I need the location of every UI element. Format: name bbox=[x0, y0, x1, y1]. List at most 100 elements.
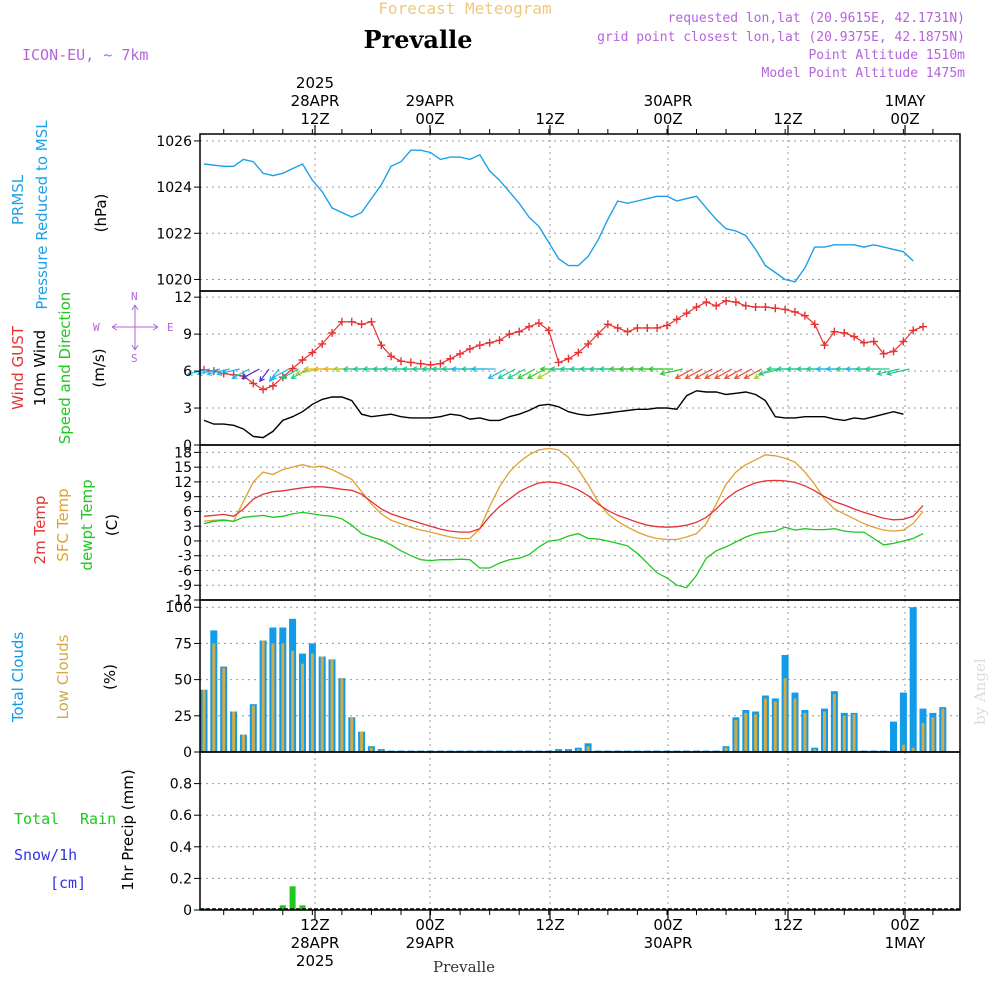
wind-arrow bbox=[259, 368, 270, 383]
wind-dir-label: Speed and Direction bbox=[56, 292, 74, 445]
pressure-line bbox=[203, 149, 914, 283]
y-tick-label: 0.6 bbox=[170, 808, 192, 824]
y-tick-label: 50 bbox=[174, 673, 192, 689]
time-label-top: 12Z bbox=[300, 110, 329, 128]
gust-marker bbox=[594, 330, 602, 339]
low-cloud-bar bbox=[744, 712, 748, 752]
footer-location: Prevalle bbox=[433, 958, 495, 976]
y-tick-label: -3 bbox=[178, 549, 192, 565]
low-cloud-bar bbox=[773, 701, 777, 752]
low-cloud-bar bbox=[842, 715, 846, 752]
low-cloud-bar bbox=[281, 643, 285, 752]
y-tick-label: 0 bbox=[183, 745, 192, 761]
gust-marker bbox=[850, 332, 859, 341]
wind-arrow bbox=[876, 368, 900, 376]
time-label-bottom: 12Z bbox=[535, 916, 564, 934]
dewpt-line bbox=[203, 511, 924, 589]
y-tick-label: 0 bbox=[183, 438, 192, 454]
wind-arrow bbox=[694, 368, 713, 379]
gust-marker bbox=[722, 296, 731, 305]
total-cloud-bar bbox=[377, 749, 385, 752]
gust-marker bbox=[603, 320, 612, 329]
time-label-bottom: 1MAY bbox=[885, 934, 927, 952]
gust-marker bbox=[328, 328, 337, 337]
low-cloud-bar bbox=[251, 705, 255, 752]
y-tick-label: 1026 bbox=[156, 134, 192, 150]
y-tick-label: 9 bbox=[183, 490, 192, 506]
temp-unit: (C) bbox=[103, 514, 121, 536]
low-cloud-bar bbox=[576, 749, 580, 752]
low-cloud-bar bbox=[724, 747, 728, 752]
gridpoint-location: grid point closest lon,lat (20.9375E, 42… bbox=[597, 30, 965, 45]
low-clouds-label: Low Clouds bbox=[54, 634, 72, 719]
compass-e: E bbox=[167, 321, 174, 334]
gust-marker bbox=[869, 337, 878, 346]
y-tick-label: -6 bbox=[178, 563, 192, 579]
requested-location: requested lon,lat (20.9615E, 42.1731N) bbox=[668, 11, 965, 26]
low-cloud-bar bbox=[921, 723, 925, 752]
wind-arrow bbox=[743, 368, 762, 379]
low-cloud-bar bbox=[586, 746, 590, 752]
data-marks bbox=[186, 149, 960, 911]
gust-marker bbox=[515, 327, 524, 336]
wind-arrow bbox=[733, 368, 753, 379]
gust-marker bbox=[347, 317, 356, 326]
wind-arrow bbox=[470, 366, 496, 372]
gust-marker bbox=[554, 358, 563, 367]
temp2m-label: 2m Temp bbox=[31, 496, 49, 565]
gust-marker bbox=[308, 348, 317, 357]
gust-marker bbox=[741, 301, 750, 310]
low-cloud-bar bbox=[734, 720, 738, 752]
low-cloud-bar bbox=[261, 640, 265, 752]
wind-speed-line bbox=[203, 390, 904, 439]
gust-marker bbox=[318, 339, 327, 348]
gust-marker bbox=[702, 298, 711, 307]
snow-unit-label: [cm] bbox=[50, 874, 86, 892]
rain-bar bbox=[289, 886, 296, 910]
gust-marker bbox=[574, 348, 583, 357]
wind-arrow bbox=[704, 368, 723, 379]
time-label-top: 2025 bbox=[296, 74, 334, 92]
gust-marker bbox=[337, 317, 346, 326]
wind-arrow bbox=[507, 368, 526, 379]
y-tick-label: 1024 bbox=[156, 180, 192, 196]
time-label-bottom: 00Z bbox=[415, 916, 444, 934]
sfc-temp-line bbox=[203, 447, 924, 541]
precip-unit: 1hr Precip (mm) bbox=[119, 769, 137, 890]
wind-arrow bbox=[487, 368, 506, 379]
gust-line bbox=[203, 300, 924, 391]
gust-marker bbox=[889, 347, 898, 356]
time-label-bottom: 30APR bbox=[644, 934, 693, 952]
gust-marker bbox=[820, 341, 829, 350]
gust-marker bbox=[465, 344, 474, 353]
wind-arrow bbox=[684, 368, 703, 379]
gust-marker bbox=[859, 338, 868, 347]
y-tick-label: -9 bbox=[178, 578, 192, 594]
low-cloud-bar bbox=[330, 659, 334, 752]
gust-marker bbox=[692, 303, 701, 312]
low-cloud-bar bbox=[320, 656, 324, 752]
low-cloud-bar bbox=[202, 689, 206, 752]
low-cloud-bar bbox=[271, 643, 275, 752]
low-cloud-bar bbox=[931, 717, 935, 752]
panel-frame-pressure bbox=[199, 133, 961, 292]
watermark: by Angel bbox=[971, 658, 989, 725]
gust-marker bbox=[643, 323, 652, 332]
gust-marker bbox=[682, 309, 691, 318]
low-cloud-bar bbox=[340, 678, 344, 752]
total-cloud-bar bbox=[899, 692, 907, 752]
panel-frame-precip bbox=[199, 751, 961, 911]
wind-arrow bbox=[659, 368, 683, 376]
gust-marker bbox=[584, 339, 593, 348]
wind-arrow bbox=[647, 366, 673, 372]
y-tick-label: 3 bbox=[183, 401, 192, 417]
y-tick-label: 0.2 bbox=[170, 871, 192, 887]
compass-s: S bbox=[131, 352, 138, 365]
time-label-top: 12Z bbox=[535, 110, 564, 128]
grid-lines bbox=[200, 134, 960, 911]
low-cloud-bar bbox=[222, 668, 226, 752]
gust-marker bbox=[751, 303, 760, 312]
gust-marker bbox=[367, 317, 376, 326]
